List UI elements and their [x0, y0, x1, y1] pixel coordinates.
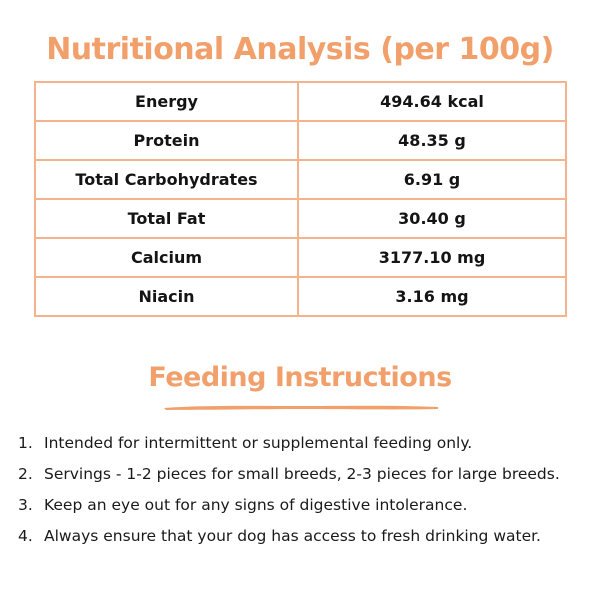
- list-item: 4. Always ensure that your dog has access…: [18, 521, 593, 552]
- nutrient-label: Total Carbohydrates: [34, 159, 299, 200]
- feeding-instructions-list: 1. Intended for intermittent or supplemen…: [18, 428, 593, 552]
- table-row: Energy 494.64 kcal: [34, 81, 567, 122]
- nutrient-value: 3177.10 mg: [297, 237, 567, 278]
- list-item: 2. Servings - 1-2 pieces for small breeds…: [18, 459, 593, 490]
- brush-underline: [164, 405, 438, 410]
- list-item: 1. Intended for intermittent or supplemen…: [18, 428, 593, 459]
- table-row: Protein 48.35 g: [34, 120, 567, 161]
- feeding-title: Feeding Instructions: [148, 362, 452, 393]
- nutrient-value: 6.91 g: [297, 159, 567, 200]
- nutrient-value: 3.16 mg: [297, 276, 567, 317]
- nutrient-value: 48.35 g: [297, 120, 567, 161]
- list-text: Servings - 1-2 pieces for small breeds, …: [44, 465, 560, 483]
- nutrient-label: Protein: [34, 120, 299, 161]
- list-text: Keep an eye out for any signs of digesti…: [44, 496, 468, 514]
- nutrient-label: Calcium: [34, 237, 299, 278]
- table-row: Calcium 3177.10 mg: [34, 237, 567, 278]
- table-row: Niacin 3.16 mg: [34, 276, 567, 317]
- nutrition-table: Energy 494.64 kcal Protein 48.35 g Total…: [34, 81, 567, 317]
- list-text: Always ensure that your dog has access t…: [44, 527, 541, 545]
- nutrient-label: Energy: [34, 81, 299, 122]
- nutrient-label: Total Fat: [34, 198, 299, 239]
- list-number: 3.: [18, 496, 33, 514]
- list-text: Intended for intermittent or supplementa…: [44, 434, 473, 452]
- list-number: 1.: [18, 434, 33, 452]
- list-number: 2.: [18, 465, 33, 483]
- table-row: Total Fat 30.40 g: [34, 198, 567, 239]
- nutrient-value: 494.64 kcal: [297, 81, 567, 122]
- list-number: 4.: [18, 527, 33, 545]
- nutrition-title: Nutritional Analysis (per 100g): [46, 32, 554, 67]
- nutrient-value: 30.40 g: [297, 198, 567, 239]
- list-item: 3. Keep an eye out for any signs of diges…: [18, 490, 593, 521]
- nutrient-label: Niacin: [34, 276, 299, 317]
- table-row: Total Carbohydrates 6.91 g: [34, 159, 567, 200]
